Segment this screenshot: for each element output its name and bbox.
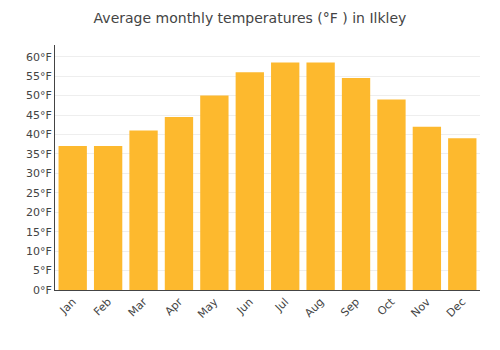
svg-text:Aug: Aug: [302, 296, 326, 320]
svg-text:50°F: 50°F: [26, 89, 52, 102]
svg-text:60°F: 60°F: [26, 51, 52, 64]
svg-text:Dec: Dec: [444, 296, 468, 320]
svg-text:45°F: 45°F: [26, 109, 52, 122]
svg-text:30°F: 30°F: [26, 167, 52, 180]
svg-text:May: May: [195, 295, 221, 321]
svg-text:55°F: 55°F: [26, 70, 52, 83]
svg-text:Average monthly temperatures (: Average monthly temperatures (°F ) in Il…: [94, 10, 407, 26]
svg-text:Feb: Feb: [91, 296, 114, 319]
svg-text:Nov: Nov: [409, 295, 434, 320]
svg-text:5°F: 5°F: [33, 264, 52, 277]
svg-text:Mar: Mar: [126, 295, 150, 319]
svg-text:25°F: 25°F: [26, 187, 52, 200]
svg-text:15°F: 15°F: [26, 226, 52, 239]
svg-text:Sep: Sep: [338, 296, 362, 320]
svg-text:Oct: Oct: [375, 295, 398, 318]
svg-text:0°F: 0°F: [33, 284, 52, 297]
svg-text:20°F: 20°F: [26, 206, 52, 219]
svg-text:Jan: Jan: [57, 296, 79, 318]
svg-text:Apr: Apr: [162, 295, 185, 318]
svg-text:Jul: Jul: [272, 296, 291, 315]
svg-text:10°F: 10°F: [26, 245, 52, 258]
svg-text:40°F: 40°F: [26, 128, 52, 141]
svg-text:Jun: Jun: [234, 295, 256, 317]
svg-text:35°F: 35°F: [26, 148, 52, 161]
